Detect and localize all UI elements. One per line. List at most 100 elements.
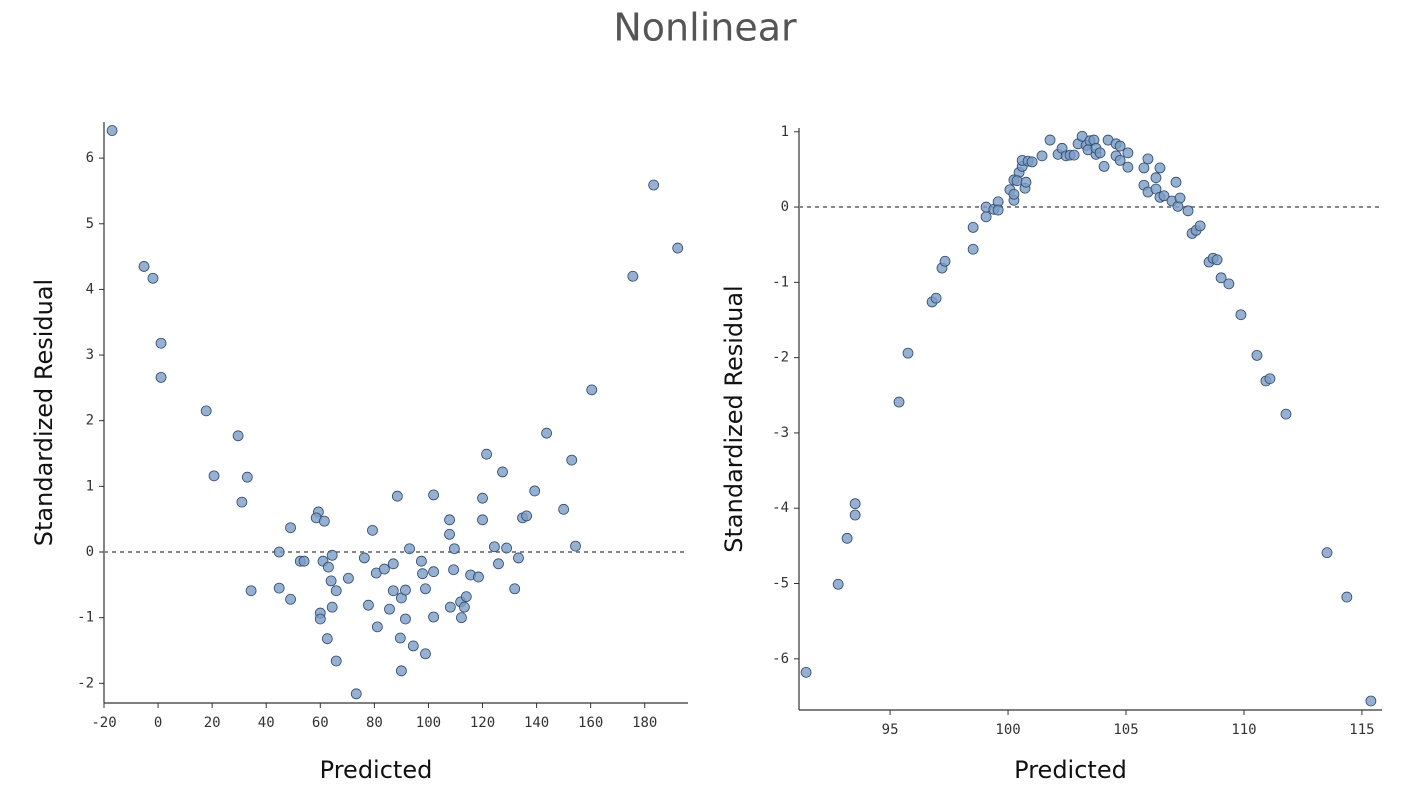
point	[1114, 154, 1126, 166]
point	[387, 558, 399, 570]
point	[420, 648, 431, 660]
point	[428, 489, 439, 501]
point	[404, 543, 415, 555]
x-tick-label: 140	[524, 715, 549, 731]
point	[391, 490, 403, 502]
y-tick-label: -2	[77, 675, 94, 691]
point	[241, 471, 253, 483]
point	[400, 613, 411, 625]
point	[893, 396, 905, 408]
point	[1235, 309, 1247, 321]
point	[473, 571, 484, 583]
point	[558, 503, 570, 515]
point	[448, 564, 459, 576]
y-tick-label: 4	[86, 281, 94, 297]
point	[326, 549, 338, 561]
point	[902, 347, 914, 359]
point	[147, 272, 159, 284]
point	[298, 555, 310, 567]
point	[350, 688, 362, 700]
point	[493, 558, 504, 570]
x-tick-label: 110	[1231, 722, 1256, 738]
point	[992, 204, 1004, 216]
point	[1182, 205, 1194, 217]
point	[841, 532, 853, 544]
point	[1365, 695, 1377, 707]
point	[586, 384, 598, 396]
point	[273, 582, 285, 594]
y-tick-label: 5	[86, 216, 94, 232]
point	[273, 546, 285, 558]
point	[930, 292, 942, 304]
point	[1036, 150, 1048, 162]
point	[460, 591, 472, 603]
x-tick-label: -20	[91, 715, 116, 731]
point	[394, 632, 406, 644]
point	[208, 470, 220, 482]
x-tick-label: 120	[470, 715, 495, 731]
point	[1142, 153, 1154, 165]
point	[416, 555, 427, 567]
point	[1044, 134, 1056, 146]
point	[1122, 161, 1134, 173]
x-axis-title: Predicted	[1014, 756, 1127, 784]
point	[330, 585, 342, 597]
point	[444, 528, 455, 540]
point	[1026, 156, 1038, 168]
point	[1280, 408, 1292, 420]
point	[1174, 192, 1186, 204]
point	[456, 612, 467, 624]
y-tick-label: -5	[772, 576, 789, 592]
x-tick-label: 20	[204, 715, 221, 731]
x-axis-title: Predicted	[320, 756, 433, 784]
x-tick-label: 105	[1113, 722, 1138, 738]
point	[245, 585, 257, 597]
point	[1211, 254, 1223, 266]
y-tick-label: -2	[772, 350, 789, 366]
point	[396, 665, 407, 677]
point	[1154, 162, 1166, 174]
point	[1251, 349, 1263, 361]
point	[236, 496, 248, 508]
point	[285, 522, 296, 534]
point	[1194, 220, 1206, 232]
x-tick-label: 160	[578, 715, 603, 731]
point	[967, 243, 979, 255]
y-tick-label: -3	[772, 425, 789, 441]
x-tick-label: 0	[154, 715, 162, 731]
point	[325, 575, 337, 587]
point	[459, 601, 470, 613]
point	[849, 509, 861, 521]
point	[448, 543, 460, 555]
point	[323, 561, 334, 573]
point	[155, 371, 167, 383]
point	[371, 621, 383, 633]
point	[285, 593, 296, 605]
point	[1114, 140, 1126, 152]
point	[566, 454, 578, 466]
point	[444, 601, 456, 613]
point	[343, 572, 354, 584]
x-tick-label: 40	[258, 715, 275, 731]
point	[407, 640, 419, 652]
x-tick-label: 60	[312, 715, 329, 731]
x-tick-label: 100	[416, 715, 441, 731]
point	[363, 599, 374, 611]
point	[541, 427, 552, 439]
point	[1215, 272, 1227, 284]
point	[477, 514, 488, 526]
point	[1068, 149, 1080, 161]
point	[1138, 162, 1150, 174]
point	[444, 514, 455, 526]
point	[1098, 160, 1110, 172]
point	[318, 515, 330, 527]
point	[367, 524, 378, 536]
y-tick-label: 6	[86, 150, 94, 166]
point	[1094, 147, 1106, 159]
y-tick-label: 0	[86, 544, 94, 560]
point	[1321, 547, 1333, 559]
point	[627, 270, 639, 282]
x-tick-label: 100	[995, 722, 1020, 738]
y-axis-title: Standardized Residual	[30, 279, 58, 546]
